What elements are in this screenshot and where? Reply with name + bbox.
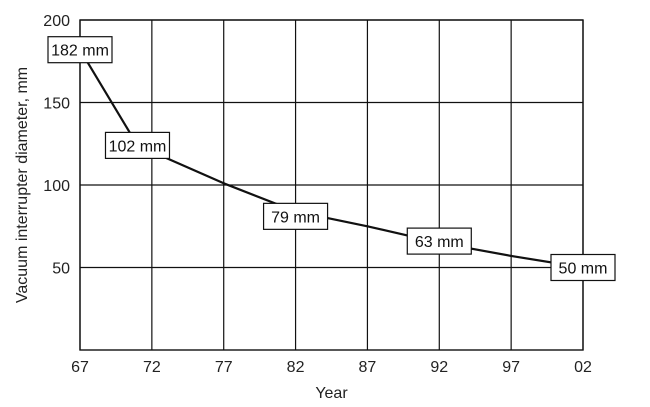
- y-tick-label: 100: [43, 178, 70, 195]
- data-label: 182 mm: [47, 36, 113, 64]
- data-label: 102 mm: [104, 131, 171, 159]
- x-tick-label: 72: [143, 359, 161, 376]
- data-point: [509, 254, 513, 258]
- x-tick-label: 67: [71, 359, 89, 376]
- data-label: 79 mm: [262, 202, 329, 230]
- y-tick-label: 150: [43, 96, 70, 113]
- data-label-text: 182 mm: [51, 43, 109, 60]
- data-label-box: [47, 36, 113, 64]
- data-label-text: 79 mm: [271, 209, 320, 226]
- y-axis-label: Vacuum interrupter diameter, mm: [14, 67, 31, 303]
- x-axis-label: Year: [315, 385, 348, 402]
- data-point: [366, 225, 369, 228]
- x-tick-label: 87: [359, 359, 377, 376]
- x-tick-label: 77: [215, 359, 233, 376]
- x-tick-label: 02: [574, 359, 592, 376]
- data-label-text: 102 mm: [109, 138, 167, 155]
- x-tick-label: 92: [430, 359, 448, 376]
- data-point: [222, 182, 225, 185]
- x-tick-label: 97: [502, 359, 520, 376]
- tick-labels: 67 72 77 82 87 92 97 02 50 100 150 200: [43, 13, 592, 376]
- grid: [79, 19, 584, 351]
- data-label-box: [262, 202, 329, 230]
- data-label-box: [104, 131, 171, 159]
- data-labels: 182 mm 102 mm 79 mm 63 mm 50 mm: [47, 36, 616, 282]
- data-label-text: 50 mm: [559, 261, 608, 278]
- y-tick-label: 50: [52, 261, 70, 278]
- x-tick-label: 82: [287, 359, 305, 376]
- y-tick-label: 200: [43, 13, 70, 30]
- plot-frame: [79, 19, 584, 351]
- data-label: 50 mm: [550, 253, 616, 282]
- data-label-box: [406, 227, 472, 255]
- data-label-text: 63 mm: [415, 234, 464, 251]
- data-label: 63 mm: [406, 227, 472, 255]
- data-label-box: [550, 253, 616, 282]
